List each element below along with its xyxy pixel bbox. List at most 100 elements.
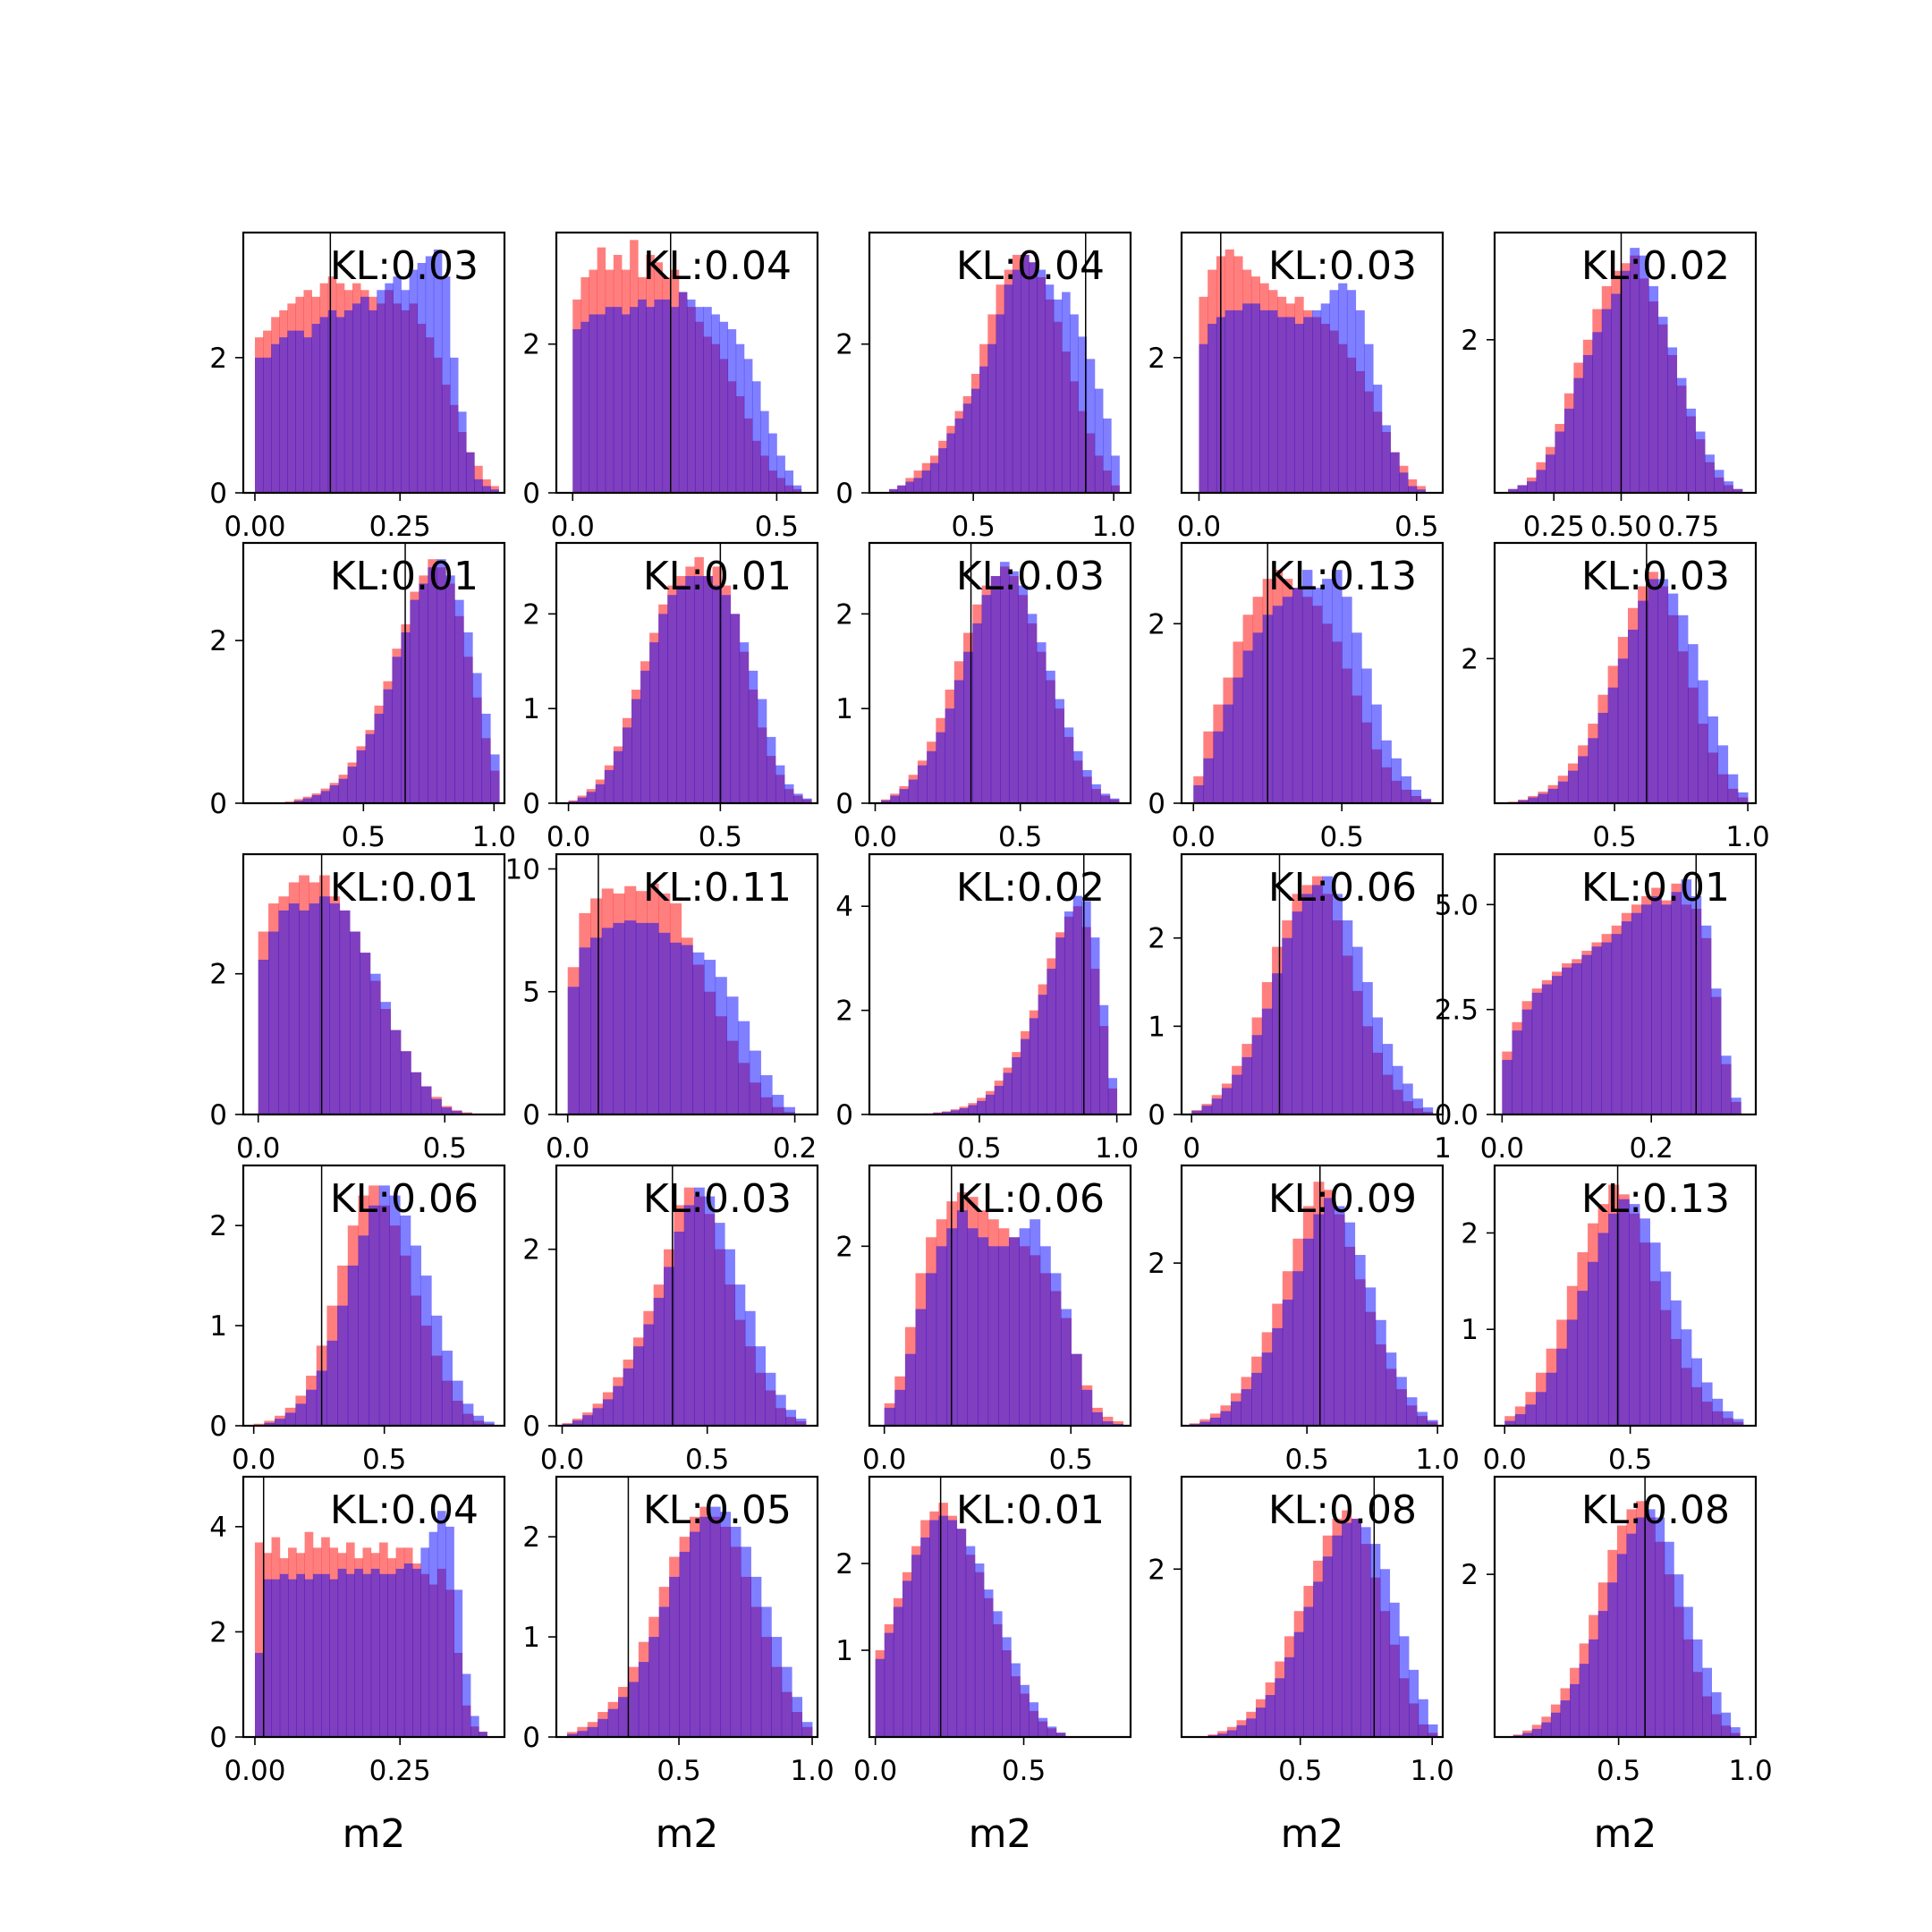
blue-histogram-bar: [1390, 452, 1400, 493]
blue-histogram-bar: [586, 792, 597, 803]
blue-histogram-bar: [1563, 408, 1574, 493]
blue-histogram-bar: [1717, 745, 1729, 803]
red-histogram-bar: [254, 1542, 264, 1737]
blue-histogram-bar: [360, 296, 369, 493]
blue-histogram-bar: [1259, 309, 1269, 493]
blue-histogram-bar: [994, 1085, 1004, 1114]
blue-histogram-bar: [792, 1697, 803, 1737]
blue-histogram-bar: [288, 903, 300, 1114]
blue-histogram-bar: [1063, 727, 1074, 803]
blue-histogram-bar: [1601, 942, 1613, 1114]
plot-area: [254, 1477, 487, 1737]
blue-histogram-bar: [1616, 1554, 1627, 1737]
blue-histogram-bar: [1607, 1582, 1618, 1737]
blue-histogram-bar: [954, 418, 964, 493]
histogram-panel: 0.5 1.0 2 KL:0.08 m2: [1148, 1475, 1454, 1857]
blue-histogram-bar: [1338, 283, 1348, 493]
blue-histogram-bar: [911, 1555, 921, 1737]
blue-histogram-bar: [974, 1563, 985, 1737]
blue-histogram-bar: [1018, 585, 1029, 803]
blue-histogram-bar: [983, 1589, 994, 1737]
blue-histogram-bar: [379, 1573, 388, 1737]
blue-histogram-bar: [1099, 1004, 1109, 1114]
blue-histogram-bar: [326, 1340, 338, 1426]
blue-histogram-bar: [329, 784, 339, 803]
x-tick-label: 0.5: [657, 1755, 700, 1787]
blue-histogram-bar: [1351, 1518, 1361, 1737]
blue-histogram-bar: [757, 699, 767, 803]
plot-area: [1502, 854, 1741, 1114]
x-tick-label: 0.25: [1523, 511, 1585, 543]
blue-histogram-bar: [436, 559, 446, 803]
blue-histogram-bar: [632, 1346, 644, 1426]
plot-area: [258, 854, 483, 1114]
x-tick-label: 0.0: [1480, 1132, 1524, 1165]
blue-histogram-bar: [377, 290, 386, 493]
x-tick-label: 0.50: [1590, 511, 1652, 543]
blue-histogram-bar: [1251, 1035, 1263, 1114]
blue-histogram-bar: [1371, 704, 1382, 803]
blue-histogram-bar: [1551, 976, 1563, 1114]
blue-histogram-bar: [1514, 1414, 1526, 1426]
axes-frame: [1180, 1475, 1445, 1739]
blue-histogram-bar: [1705, 454, 1715, 493]
histogram-panel: 0.00 0.25 0 2 4 KL:0.04 m2: [209, 1475, 506, 1857]
blue-histogram-bar: [1220, 1411, 1232, 1426]
kl-divergence-label: KL:0.13: [1268, 554, 1417, 599]
blue-histogram-bar: [1282, 1300, 1293, 1426]
x-tick-label: 0.5: [1608, 1444, 1652, 1476]
x-tick-label: 0.5: [755, 511, 799, 543]
blue-histogram-bar: [648, 1637, 660, 1737]
x-tick-label: 0.5: [362, 1444, 406, 1476]
blue-histogram-bar: [950, 1110, 960, 1114]
blue-histogram-bar: [1639, 1218, 1650, 1426]
blue-histogram-bar: [1224, 309, 1234, 493]
blue-histogram-bar: [419, 583, 428, 803]
axes-frame: [1493, 852, 1758, 1116]
axes-frame: [555, 231, 819, 495]
histogram-panel: 0.5 1.0 2 KL:0.08 m2: [1461, 1475, 1773, 1857]
blue-histogram-bar: [1021, 254, 1030, 493]
blue-histogram-bar: [938, 448, 947, 493]
blue-histogram-bar: [711, 314, 720, 493]
blue-histogram-bar: [623, 1368, 634, 1426]
blue-histogram-bar: [278, 910, 290, 1114]
y-tick-label: 0: [522, 1411, 540, 1443]
x-tick-label: 0.5: [1278, 1755, 1322, 1787]
blue-histogram-bar: [1352, 632, 1362, 803]
blue-histogram-bar: [1379, 1569, 1391, 1737]
blue-histogram-bar: [1081, 901, 1091, 1114]
blue-histogram-bar: [1517, 485, 1528, 493]
blue-histogram-bar: [884, 1407, 895, 1426]
y-tick-label: 10: [505, 853, 540, 886]
blue-histogram-bar: [395, 1568, 405, 1737]
blue-histogram-bar: [1608, 1213, 1620, 1426]
blue-histogram-bar: [306, 1389, 318, 1426]
blue-histogram-bar: [329, 903, 341, 1114]
x-tick-label: 1.0: [1092, 511, 1136, 543]
blue-histogram-bar: [1502, 1059, 1513, 1114]
blue-histogram-bar: [1046, 969, 1056, 1114]
blue-histogram-bar: [801, 1722, 813, 1737]
blue-histogram-bar: [1508, 488, 1518, 493]
blue-histogram-bar: [1004, 284, 1013, 493]
blue-histogram-bar: [327, 309, 337, 493]
blue-histogram-bar: [577, 797, 588, 803]
blue-histogram-bar: [1402, 1083, 1413, 1114]
blue-histogram-bar: [1648, 285, 1659, 493]
blue-histogram-bar: [749, 1050, 761, 1114]
blue-histogram-bar: [275, 1419, 286, 1426]
kl-divergence-label: KL:0.13: [1581, 1176, 1730, 1222]
blue-histogram-bar: [472, 673, 482, 803]
blue-histogram-bar: [640, 670, 650, 803]
blue-histogram-bar: [990, 576, 1001, 803]
blue-histogram-bar: [926, 1273, 937, 1426]
blue-histogram-bar: [358, 1235, 369, 1426]
axes-frame: [868, 231, 1132, 495]
histogram-panel: 0.0 0.5 0 2 KL:0.01: [209, 852, 506, 1165]
blue-histogram-bar: [884, 1632, 894, 1737]
blue-histogram-bar: [775, 765, 785, 803]
blue-histogram-bar: [1107, 1078, 1118, 1114]
blue-histogram-bar: [1607, 687, 1619, 803]
